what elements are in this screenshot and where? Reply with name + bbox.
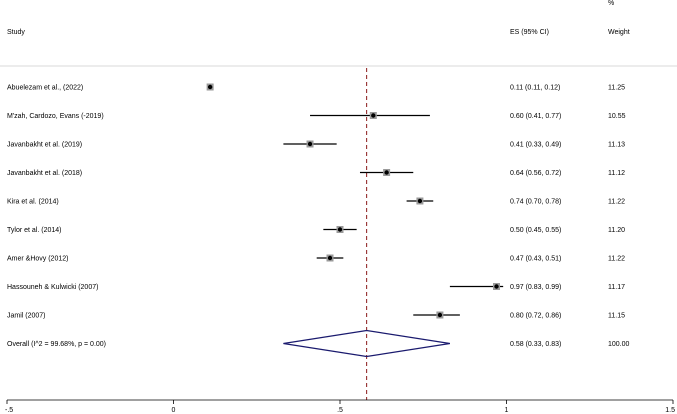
weight-text: 11.13 [608, 142, 625, 149]
study-row: Javanbakht et al. (2019) 0.41 (0.33, 0.49… [7, 140, 625, 149]
overall-row: Overall (I^2 = 99.68%, p = 0.00) 0.58 (0.… [7, 329, 630, 358]
weight-text: 11.25 [608, 85, 625, 92]
overall-label: Overall (I^2 = 99.68%, p = 0.00) [7, 341, 106, 348]
point-estimate [337, 227, 343, 232]
study-label: Abuelezam et al., (2022) [7, 85, 83, 92]
point-estimate [494, 284, 499, 289]
effect-size-text: 0.50 (0.45, 0.55) [510, 227, 561, 234]
study-label: Hassouneh & Kulwicki (2007) [7, 284, 98, 291]
x-tick-label: -.5 [5, 407, 13, 414]
study-label: Tylor et al. (2014) [7, 227, 61, 234]
study-row: Abuelezam et al., (2022) 0.11 (0.11, 0.12… [7, 83, 625, 92]
weight-text: 10.55 [608, 113, 626, 120]
point-estimate [207, 84, 213, 90]
point-estimate [307, 141, 313, 147]
x-tick-label: .5 [337, 407, 343, 414]
weight-text: 11.20 [608, 227, 625, 234]
study-label: Javanbakht et al. (2019) [7, 142, 82, 149]
effect-size-text: 0.11 (0.11, 0.12) [510, 85, 560, 92]
point-estimate [417, 198, 423, 204]
study-row: Jamil (2007) 0.80 (0.72, 0.86) 11.15 [7, 311, 625, 320]
overall-effect-size-text: 0.58 (0.33, 0.83) [510, 341, 561, 348]
study-label: Kira et al. (2014) [7, 199, 59, 206]
study-label: Javanbakht et al. (2018) [7, 170, 82, 177]
x-tick-label: 0 [172, 407, 176, 414]
weight-text: 11.17 [608, 284, 625, 291]
study-label: Amer &Hovy (2012) [7, 256, 68, 263]
effect-size-text: 0.64 (0.56, 0.72) [510, 170, 561, 177]
study-row: Amer &Hovy (2012) 0.47 (0.43, 0.51) 11.22 [7, 254, 625, 263]
x-tick-label: 1 [505, 407, 509, 414]
effect-size-text: 0.74 (0.70, 0.78) [510, 199, 561, 206]
point-estimate [371, 113, 376, 118]
effect-size-text: 0.97 (0.83, 0.99) [510, 284, 561, 291]
overall-weight-text: 100.00 [608, 341, 630, 348]
weight-header: Weight [608, 29, 630, 36]
study-row: Javanbakht et al. (2018) 0.64 (0.56, 0.72… [7, 169, 625, 177]
study-row: Tylor et al. (2014) 0.50 (0.45, 0.55) 11.2… [7, 226, 625, 234]
effect-size-text: 0.47 (0.43, 0.51) [510, 256, 561, 263]
point-estimate [437, 312, 443, 318]
study-label: Jamil (2007) [7, 313, 46, 320]
point-estimate [327, 255, 333, 261]
study-row: Hassouneh & Kulwicki (2007) 0.97 (0.83, 0… [7, 283, 625, 291]
weight-text: 11.22 [608, 199, 625, 206]
weight-header-percent: % [608, 0, 614, 7]
study-header: Study [7, 29, 25, 36]
study-row: M'zah, Cardozo, Evans (-2019) 0.60 (0.41,… [7, 112, 626, 120]
effect-size-text: 0.80 (0.72, 0.86) [510, 313, 561, 320]
x-tick-label: 1.5 [665, 407, 675, 414]
study-row: Kira et al. (2014) 0.74 (0.70, 0.78) 11.22 [7, 197, 625, 206]
point-estimate [384, 170, 389, 175]
weight-text: 11.22 [608, 256, 625, 263]
es-header: ES (95% CI) [510, 29, 549, 36]
effect-size-text: 0.60 (0.41, 0.77) [510, 113, 561, 120]
study-label: M'zah, Cardozo, Evans (-2019) [7, 113, 104, 120]
weight-text: 11.12 [608, 170, 625, 177]
overall-diamond [283, 329, 450, 358]
effect-size-text: 0.41 (0.33, 0.49) [510, 142, 561, 149]
weight-text: 11.15 [608, 313, 625, 320]
